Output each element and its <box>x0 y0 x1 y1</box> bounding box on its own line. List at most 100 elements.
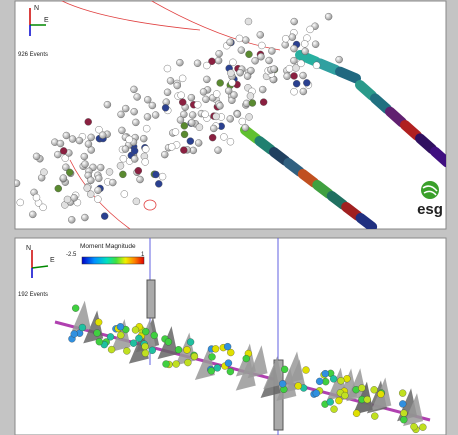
event-sphere <box>419 424 426 431</box>
event-sphere <box>71 194 78 201</box>
event-sphere <box>179 75 186 82</box>
event-sphere <box>142 146 149 153</box>
event-sphere <box>161 151 168 158</box>
event-sphere <box>227 39 234 46</box>
event-sphere <box>94 330 101 337</box>
event-sphere <box>286 65 293 72</box>
event-sphere <box>119 171 126 178</box>
event-sphere <box>282 35 289 42</box>
event-sphere <box>118 127 125 134</box>
event-sphere <box>335 397 342 404</box>
event-sphere <box>215 147 222 154</box>
event-sphere <box>85 141 92 148</box>
event-sphere <box>108 346 115 353</box>
event-sphere <box>81 153 88 160</box>
event-sphere <box>69 136 76 143</box>
event-sphere <box>245 51 252 58</box>
event-sphere <box>184 359 191 366</box>
event-sphere <box>238 47 245 54</box>
event-sphere <box>227 115 234 122</box>
event-sphere <box>213 113 220 120</box>
event-sphere <box>60 147 67 154</box>
event-sphere <box>79 324 86 331</box>
event-sphere <box>176 59 183 66</box>
geophone-string <box>147 280 155 318</box>
event-sphere <box>168 143 175 150</box>
event-sphere <box>214 364 221 371</box>
event-sphere <box>132 326 139 333</box>
event-sphere <box>172 128 179 135</box>
event-sphere <box>203 62 210 69</box>
event-sphere <box>330 375 337 382</box>
event-sphere <box>364 396 371 403</box>
event-sphere <box>189 112 196 119</box>
event-sphere <box>87 191 94 198</box>
colorbar-min: -2.5 <box>66 252 77 258</box>
event-sphere <box>337 377 344 384</box>
event-sphere <box>371 386 378 393</box>
event-sphere <box>57 140 64 147</box>
event-sphere <box>40 204 47 211</box>
casing-segment <box>346 207 358 216</box>
event-sphere <box>107 333 114 340</box>
event-sphere <box>410 423 417 430</box>
event-sphere <box>144 96 151 103</box>
event-sphere <box>242 37 249 44</box>
event-sphere <box>291 18 298 25</box>
event-sphere <box>399 390 406 397</box>
casing-segment <box>303 174 315 183</box>
event-sphere <box>302 367 309 374</box>
event-sphere <box>225 360 232 367</box>
event-sphere <box>55 185 62 192</box>
event-sphere <box>200 88 207 95</box>
event-sphere <box>220 133 227 140</box>
event-sphere <box>155 180 162 187</box>
event-sphere <box>130 340 137 347</box>
event-sphere <box>400 410 407 417</box>
event-sphere <box>213 90 220 97</box>
event-sphere <box>239 118 246 125</box>
event-sphere <box>143 125 150 132</box>
logo-text: esg <box>417 201 443 218</box>
event-sphere <box>63 132 70 139</box>
event-sphere <box>303 79 310 86</box>
event-sphere <box>151 332 158 339</box>
event-sphere <box>377 391 384 398</box>
event-sphere <box>181 131 188 138</box>
event-sphere <box>325 13 332 20</box>
event-sphere <box>118 111 125 118</box>
event-sphere <box>191 353 198 360</box>
event-sphere <box>195 139 202 146</box>
event-count: 192 Events <box>18 292 48 298</box>
event-count: 926 Events <box>18 52 48 58</box>
event-sphere <box>371 413 378 420</box>
event-sphere <box>249 100 256 107</box>
event-sphere <box>400 416 407 423</box>
casing-segment <box>361 218 373 227</box>
event-sphere <box>257 31 264 38</box>
compass-east: E <box>44 17 49 24</box>
event-sphere <box>245 18 252 25</box>
event-sphere <box>399 400 406 407</box>
event-sphere <box>94 196 101 203</box>
event-sphere <box>164 89 171 96</box>
event-sphere <box>122 105 129 112</box>
event-sphere <box>87 177 94 184</box>
event-sphere <box>88 134 95 141</box>
event-sphere <box>122 146 129 153</box>
event-sphere <box>202 96 209 103</box>
event-sphere <box>137 176 144 183</box>
event-sphere <box>188 119 195 126</box>
event-sphere <box>135 167 142 174</box>
event-sphere <box>29 211 36 218</box>
event-sphere <box>66 169 73 176</box>
event-sphere <box>13 180 20 187</box>
event-sphere <box>298 60 305 67</box>
event-sphere <box>142 158 149 165</box>
event-sphere <box>133 198 140 205</box>
viewer: N E N E 926 Events 192 Events Moment Mag… <box>0 0 458 435</box>
colorbar-title: Moment Magnitude <box>80 243 136 250</box>
event-sphere <box>246 113 253 120</box>
event-sphere <box>165 338 172 345</box>
event-sphere <box>120 155 127 162</box>
